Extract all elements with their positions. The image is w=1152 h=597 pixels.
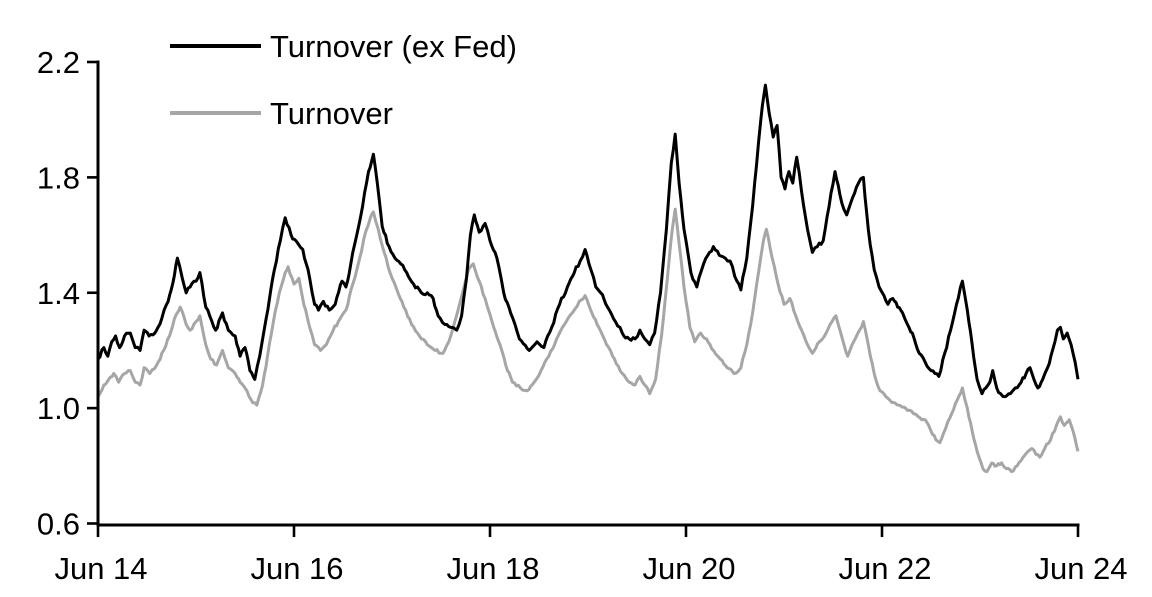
y-tickmarks — [87, 60, 98, 525]
series-line-turnover-ex-fed — [96, 83, 1080, 399]
y-tick-label: 0.6 — [37, 507, 80, 542]
y-tick-label: 1.8 — [37, 160, 80, 195]
x-tick-label: Jun 20 — [642, 551, 735, 586]
y-tick-label: 2.2 — [37, 45, 80, 80]
y-axis: 2.2 1.8 1.4 1.0 0.6 — [37, 45, 100, 542]
y-tick-label: 1.4 — [37, 276, 80, 311]
legend-entry-turnover-ex-fed: Turnover (ex Fed) — [170, 29, 517, 64]
x-tick-label: Jun 18 — [446, 551, 539, 586]
x-tick-label: Jun 24 — [1034, 551, 1127, 586]
x-tickmarks — [96, 525, 1080, 537]
legend: Turnover (ex Fed) Turnover — [170, 29, 517, 131]
y-tick-label: 1.0 — [37, 391, 80, 426]
x-axis: Jun 14 Jun 16 Jun 18 Jun 20 Jun 22 Jun 2… — [54, 523, 1128, 586]
x-tick-label: Jun 14 — [54, 551, 147, 586]
x-tick-label: Jun 16 — [250, 551, 343, 586]
x-tick-label: Jun 22 — [838, 551, 931, 586]
legend-entry-turnover: Turnover — [170, 96, 393, 131]
series-line-turnover — [96, 207, 1080, 474]
legend-label-turnover: Turnover — [270, 96, 393, 131]
legend-label-turnover-ex-fed: Turnover (ex Fed) — [270, 29, 517, 64]
plot-area — [96, 83, 1080, 474]
